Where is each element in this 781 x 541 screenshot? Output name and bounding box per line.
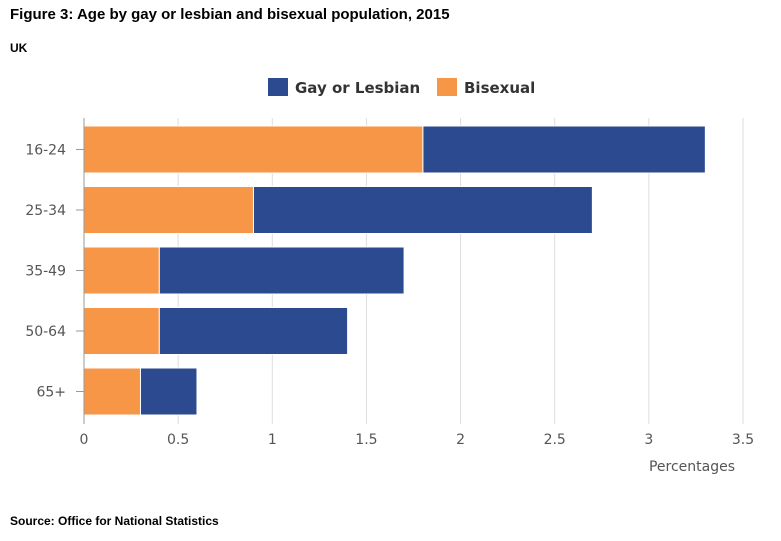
x-tick-label: 0 [80, 432, 89, 448]
legend-swatch-bisexual [437, 78, 457, 96]
bar-bisexual-35-49 [83, 246, 160, 295]
bar-bisexual-65+ [83, 367, 141, 416]
legend-label-gay-or-lesbian: Gay or Lesbian [295, 79, 420, 97]
bars [83, 125, 706, 416]
bar-bisexual-16-24 [83, 125, 424, 174]
x-tick-label: 0.5 [167, 432, 189, 448]
chart-title: Figure 3: Age by gay or lesbian and bise… [10, 6, 450, 23]
y-tick-label: 16-24 [25, 143, 66, 159]
legend-label-bisexual: Bisexual [464, 79, 535, 97]
legend: Gay or Lesbian Bisexual [268, 78, 535, 97]
y-tick-labels: 16-24 25-34 35-49 50-64 65+ [25, 143, 66, 401]
x-axis-title: Percentages [649, 459, 735, 475]
bar-gay-or-lesbian-35-49 [158, 246, 405, 295]
x-tick-label: 3.5 [732, 432, 754, 448]
x-tick-labels: 0 0.5 1 1.5 2 2.5 3 3.5 [80, 432, 755, 448]
y-tick-label: 25-34 [25, 203, 66, 219]
legend-swatch-gay-or-lesbian [268, 78, 288, 96]
chart-subtitle: UK [10, 41, 28, 55]
bar-gay-or-lesbian-65+ [139, 367, 198, 416]
y-tick-label: 35-49 [25, 264, 66, 280]
x-tick-label: 1 [268, 432, 277, 448]
y-tick-label: 50-64 [25, 324, 66, 340]
axes [76, 118, 85, 424]
bar-bisexual-50-64 [83, 307, 160, 355]
x-tick-label: 2 [456, 432, 465, 448]
bar-bisexual-25-34 [83, 186, 254, 234]
x-tick-label: 1.5 [355, 432, 377, 448]
y-tick-label: 65+ [36, 385, 66, 401]
source-note: Source: Office for National Statistics [10, 514, 219, 528]
bar-gay-or-lesbian-50-64 [158, 307, 349, 355]
bar-gay-or-lesbian-16-24 [422, 125, 706, 174]
x-tick-label: 3 [644, 432, 653, 448]
x-tick-label: 2.5 [544, 432, 566, 448]
bar-gay-or-lesbian-25-34 [252, 186, 593, 234]
